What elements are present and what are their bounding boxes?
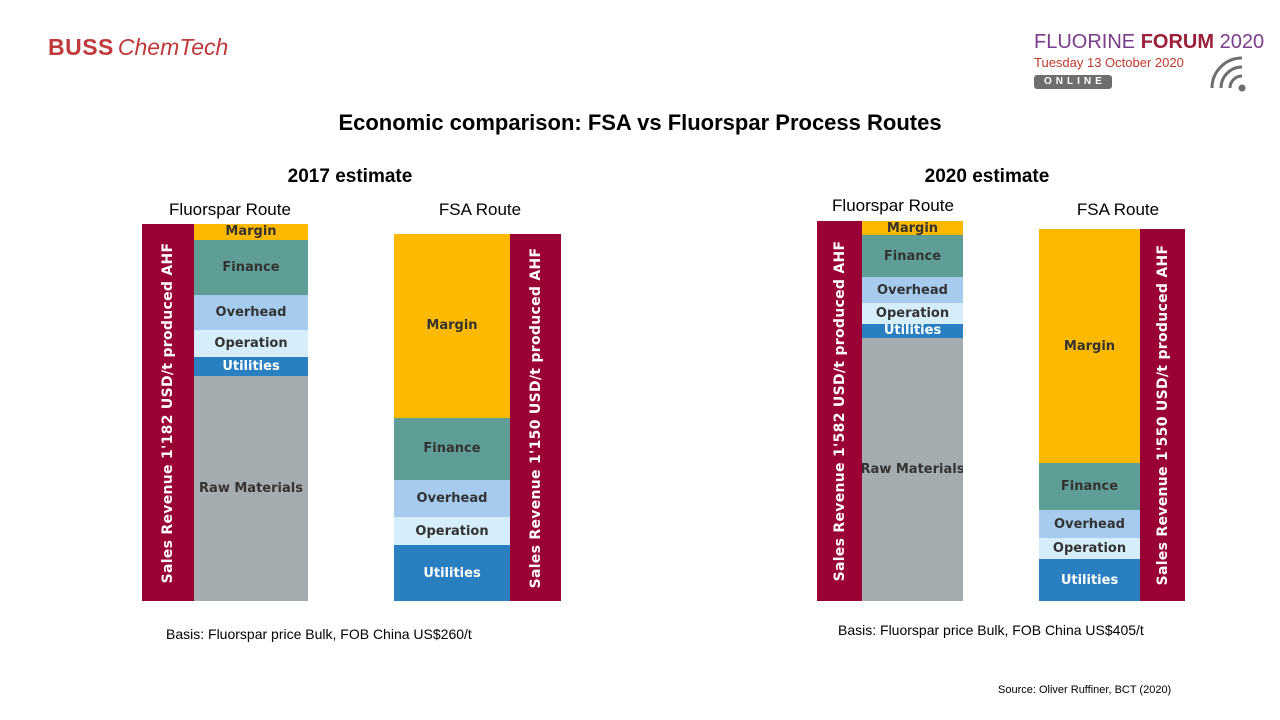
segment-overhead: Overhead (862, 277, 963, 304)
segment-margin: Margin (862, 221, 963, 236)
segment-label: Utilities (222, 359, 280, 375)
basis-note-2017: Basis: Fluorspar price Bulk, FOB China U… (166, 626, 472, 642)
segment-label: Overhead (877, 282, 948, 298)
segment-label: Operation (1052, 541, 1127, 557)
route-label-2017-fsa: FSA Route (438, 200, 522, 219)
segment-finance: Finance (394, 417, 510, 481)
revenue-label: Sales Revenue 1'582 USD/t produced AHF (831, 240, 848, 582)
source-note: Source: Oliver Ruffiner, BCT (2020) (998, 684, 1172, 696)
segment-label: Finance (423, 441, 481, 457)
online-badge: ONLINE (1034, 75, 1112, 89)
segment-label: Overhead (1054, 516, 1125, 532)
segment-label: Finance (1060, 479, 1119, 495)
segment-label: Finance (883, 248, 942, 264)
segment-utilities: Utilities (394, 545, 510, 601)
signal-waves-icon (1210, 56, 1246, 92)
segment-margin: Margin (394, 234, 510, 418)
segment-overhead: Overhead (194, 295, 308, 330)
segment-operation: Operation (1039, 538, 1140, 560)
revenue-bar-2020-fluorspar: Sales Revenue 1'582 USD/t produced AHF (817, 221, 862, 601)
forum-title: FLUORINE FORUM 2020 (1034, 31, 1265, 53)
revenue-bar-2017-fluorspar: Sales Revenue 1'182 USD/t produced AHF (142, 224, 194, 601)
revenue-label: Sales Revenue 1'550 USD/t produced AHF (1154, 244, 1171, 586)
route-label-2017-fluorspar: Fluorspar Route (169, 200, 291, 219)
segment-label: Overhead (416, 490, 488, 506)
cost-stack-2017-fluorspar: Margin Finance Overhead Operation Utilities R… (194, 224, 308, 601)
segment-overhead: Overhead (1039, 510, 1140, 539)
segment-operation: Operation (194, 329, 308, 357)
panel-title-2020: 2020 estimate (924, 166, 1050, 187)
segment-label: Raw Materials (862, 461, 963, 477)
cost-stack-2017-fsa: Margin Finance Overhead Operation Utilities (394, 234, 510, 601)
segment-raw-materials: Raw Materials (862, 337, 963, 601)
segment-margin: Margin (1039, 229, 1140, 464)
segment-overhead: Overhead (394, 480, 510, 517)
revenue-bar-2017-fsa: Sales Revenue 1'150 USD/t produced AHF (510, 234, 561, 601)
segment-label: Overhead (215, 304, 287, 320)
route-label-2020-fluorspar: Fluorspar Route (832, 196, 954, 215)
segment-label: Operation (415, 523, 489, 539)
segment-finance: Finance (194, 239, 308, 296)
segment-label: Finance (222, 260, 280, 276)
revenue-bar-2020-fsa: Sales Revenue 1'550 USD/t produced AHF (1140, 229, 1185, 601)
segment-label: Utilities (1060, 572, 1119, 588)
segment-operation: Operation (394, 516, 510, 546)
segment-finance: Finance (862, 235, 963, 278)
segment-label: Utilities (883, 323, 942, 338)
forum-date: Tuesday 13 October 2020 (1034, 55, 1184, 70)
segment-label: Margin (1063, 338, 1116, 354)
segment-utilities: Utilities (1039, 559, 1140, 601)
segment-raw-materials: Raw Materials (194, 376, 308, 601)
segment-label: Utilities (423, 565, 481, 581)
segment-utilities: Utilities (862, 323, 963, 338)
buss-chemtech-logo: BUSS ChemTech (48, 34, 229, 60)
revenue-label: Sales Revenue 1'150 USD/t produced AHF (527, 247, 544, 588)
segment-margin: Margin (194, 224, 308, 240)
segment-utilities: Utilities (194, 356, 308, 377)
page-title: Economic comparison: FSA vs Fluorspar Pr… (338, 110, 942, 135)
cost-stack-2020-fsa: Margin Finance Overhead Operation Utilities (1039, 229, 1140, 601)
revenue-label: Sales Revenue 1'182 USD/t produced AHF (160, 242, 176, 583)
cost-stack-2020-fluorspar: Margin Finance Overhead Operation Utilities R… (862, 221, 963, 601)
segment-label: Margin (886, 221, 939, 236)
segment-label: Margin (426, 318, 478, 334)
panel-title-2017: 2017 estimate (287, 166, 413, 187)
segment-label: Operation (875, 305, 950, 321)
fluorine-forum-logo: FLUORINE FORUM 2020 Tuesday 13 October 2… (1034, 30, 1264, 96)
segment-label: Operation (214, 335, 288, 351)
segment-label: Raw Materials (199, 481, 303, 497)
segment-label: Margin (225, 224, 277, 240)
segment-finance: Finance (1039, 463, 1140, 511)
segment-operation: Operation (862, 303, 963, 324)
route-label-2020-fsa: FSA Route (1076, 200, 1160, 219)
basis-note-2020: Basis: Fluorspar price Bulk, FOB China U… (838, 622, 1144, 638)
